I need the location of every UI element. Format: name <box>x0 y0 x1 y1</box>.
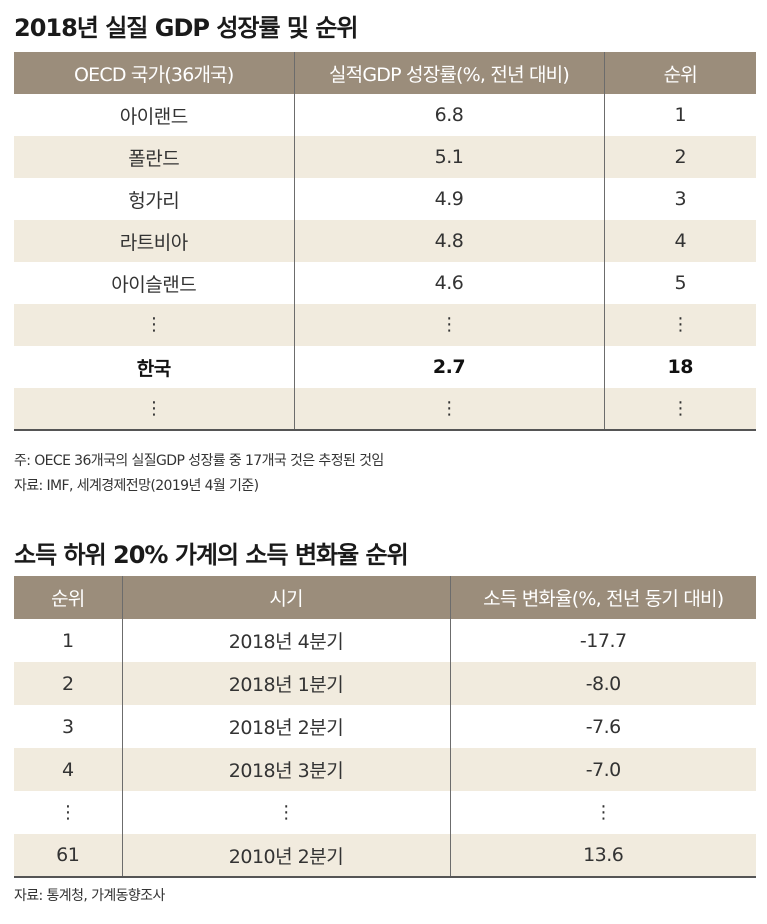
table-row: 라트비아 4.8 4 <box>14 220 756 262</box>
gdp-table-note: 주: OECE 36개국의 실질GDP 성장률 중 17개국 것은 추정된 것임 <box>14 453 384 469</box>
gdp-table-title: 2018년 실질 GDP 성장률 및 순위 <box>14 14 359 42</box>
ellipsis-cell: ⋮ <box>603 304 756 346</box>
header-income-change: 소득 변화율(%, 전년 동기 대비) <box>449 576 756 619</box>
income-change-table: 순위 시기 소득 변화율(%, 전년 동기 대비) 1 2018년 4분기 -1… <box>14 576 756 878</box>
ellipsis-row: ⋮ ⋮ ⋮ <box>14 304 756 346</box>
table-row: 아이슬랜드 4.6 5 <box>14 262 756 304</box>
table-row: 4 2018년 3분기 -7.0 <box>14 748 756 791</box>
country-cell: 아이랜드 <box>119 105 188 128</box>
table-row: 폴란드 5.1 2 <box>14 136 756 178</box>
table-header-row: 순위 시기 소득 변화율(%, 전년 동기 대비) <box>14 576 756 619</box>
growth-cell: 6.8 <box>293 94 604 136</box>
ellipsis-cell: ⋮ <box>449 791 756 834</box>
rank-cell: 5 <box>603 262 756 304</box>
country-cell: 폴란드 <box>128 147 180 170</box>
rank-cell: 18 <box>603 346 756 388</box>
ellipsis-row: ⋮ ⋮ ⋮ <box>14 388 756 431</box>
table-row: 2 2018년 1분기 -8.0 <box>14 662 756 705</box>
rank-cell: 2 <box>61 672 74 695</box>
ellipsis-cell: ⋮ <box>293 388 604 431</box>
ellipsis-cell: ⋮ <box>121 791 450 834</box>
table-row-korea: 한국 2.7 18 <box>14 346 756 388</box>
country-cell: 한국 <box>136 357 171 380</box>
header-rank: 순위 <box>51 588 85 610</box>
header-country: OECD 국가(36개국) <box>74 63 234 86</box>
ellipsis-cell: ⋮ <box>603 388 756 431</box>
growth-cell: 4.6 <box>293 262 604 304</box>
period-cell: 2010년 2분기 <box>121 834 450 878</box>
change-cell: -7.0 <box>449 748 756 791</box>
table-row: 61 2010년 2분기 13.6 <box>14 834 756 878</box>
rank-cell: 3 <box>61 715 74 738</box>
period-cell: 2018년 2분기 <box>121 705 450 748</box>
growth-cell: 5.1 <box>293 136 604 178</box>
rank-cell: 4 <box>603 220 756 262</box>
gdp-table-source: 자료: IMF, 세계경제전망(2019년 4월 기준) <box>14 478 259 494</box>
ellipsis-cell: ⋮ <box>293 304 604 346</box>
ellipsis-cell: ⋮ <box>14 388 294 431</box>
period-cell: 2018년 1분기 <box>121 662 450 705</box>
table-row: 아이랜드 6.8 1 <box>14 94 756 136</box>
country-cell: 헝가리 <box>128 189 180 212</box>
country-cell: 라트비아 <box>119 231 188 254</box>
growth-cell: 4.9 <box>293 178 604 220</box>
rank-cell: 3 <box>603 178 756 220</box>
rank-cell: 2 <box>603 136 756 178</box>
growth-cell: 2.7 <box>293 346 604 388</box>
change-cell: -8.0 <box>449 662 756 705</box>
ellipsis-row: ⋮ ⋮ ⋮ <box>14 791 756 834</box>
header-rank: 순위 <box>603 52 756 94</box>
change-cell: -7.6 <box>449 705 756 748</box>
country-cell: 아이슬랜드 <box>111 273 197 296</box>
period-cell: 2018년 4분기 <box>121 619 450 662</box>
change-cell: -17.7 <box>449 619 756 662</box>
ellipsis-cell: ⋮ <box>145 314 163 335</box>
period-cell: 2018년 3분기 <box>121 748 450 791</box>
table-header-row: OECD 국가(36개국) 실적GDP 성장률(%, 전년 대비) 순위 <box>14 52 756 94</box>
change-cell: 13.6 <box>449 834 756 878</box>
header-gdp-growth: 실적GDP 성장률(%, 전년 대비) <box>293 52 604 94</box>
rank-cell: 1 <box>603 94 756 136</box>
table-row: 1 2018년 4분기 -17.7 <box>14 619 756 662</box>
growth-cell: 4.8 <box>293 220 604 262</box>
table-row: 헝가리 4.9 3 <box>14 178 756 220</box>
rank-cell: 1 <box>61 629 74 652</box>
table-row: 3 2018년 2분기 -7.6 <box>14 705 756 748</box>
header-period: 시기 <box>121 576 450 619</box>
income-table-source: 자료: 통계청, 가계동향조사 <box>14 888 165 904</box>
rank-cell: 4 <box>61 758 74 781</box>
income-table-title: 소득 하위 20% 가계의 소득 변화율 순위 <box>14 541 409 569</box>
rank-cell: 61 <box>14 834 122 878</box>
gdp-growth-table: OECD 국가(36개국) 실적GDP 성장률(%, 전년 대비) 순위 아이랜… <box>14 52 756 431</box>
ellipsis-cell: ⋮ <box>59 801 77 823</box>
